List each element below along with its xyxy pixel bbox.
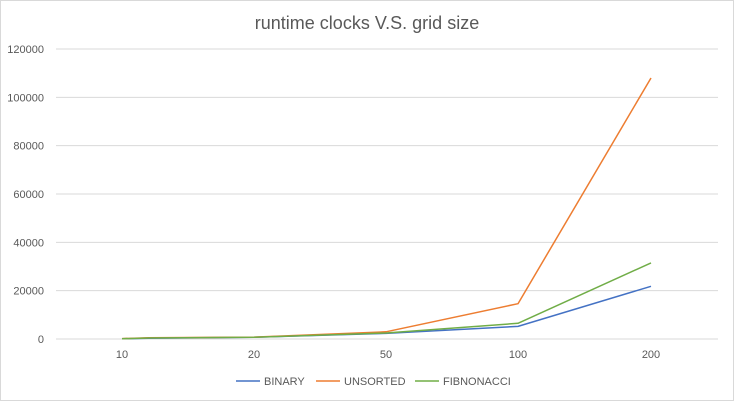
series-line-fibnonacci xyxy=(121,262,652,340)
y-tick-label: 100000 xyxy=(7,92,44,104)
legend: BINARY UNSORTED FIBNONACCI xyxy=(236,376,511,388)
y-tick-label: 120000 xyxy=(7,44,44,56)
chart-title: runtime clocks V.S. grid size xyxy=(255,13,479,33)
legend-label: BINARY xyxy=(264,376,305,388)
legend-label: UNSORTED xyxy=(344,376,406,388)
y-tick-label: 80000 xyxy=(13,141,44,153)
x-tick-label: 50 xyxy=(380,349,392,361)
y-tick-label: 40000 xyxy=(13,237,44,249)
x-tick-label: 200 xyxy=(642,349,660,361)
series-line-binary xyxy=(121,285,652,340)
y-tick-label: 20000 xyxy=(13,286,44,298)
series-lines xyxy=(121,77,652,340)
x-tick-label: 20 xyxy=(248,349,260,361)
legend-label: FIBNONACCI xyxy=(443,376,511,388)
y-axis-ticks: 0 20000 40000 60000 80000 100000 120000 xyxy=(7,44,44,346)
x-tick-label: 10 xyxy=(116,349,128,361)
y-tick-label: 0 xyxy=(38,334,44,346)
y-tick-label: 60000 xyxy=(13,189,44,201)
gridlines xyxy=(56,48,718,340)
x-axis-ticks: 10 20 50 100 200 xyxy=(116,349,660,361)
x-tick-label: 100 xyxy=(509,349,527,361)
